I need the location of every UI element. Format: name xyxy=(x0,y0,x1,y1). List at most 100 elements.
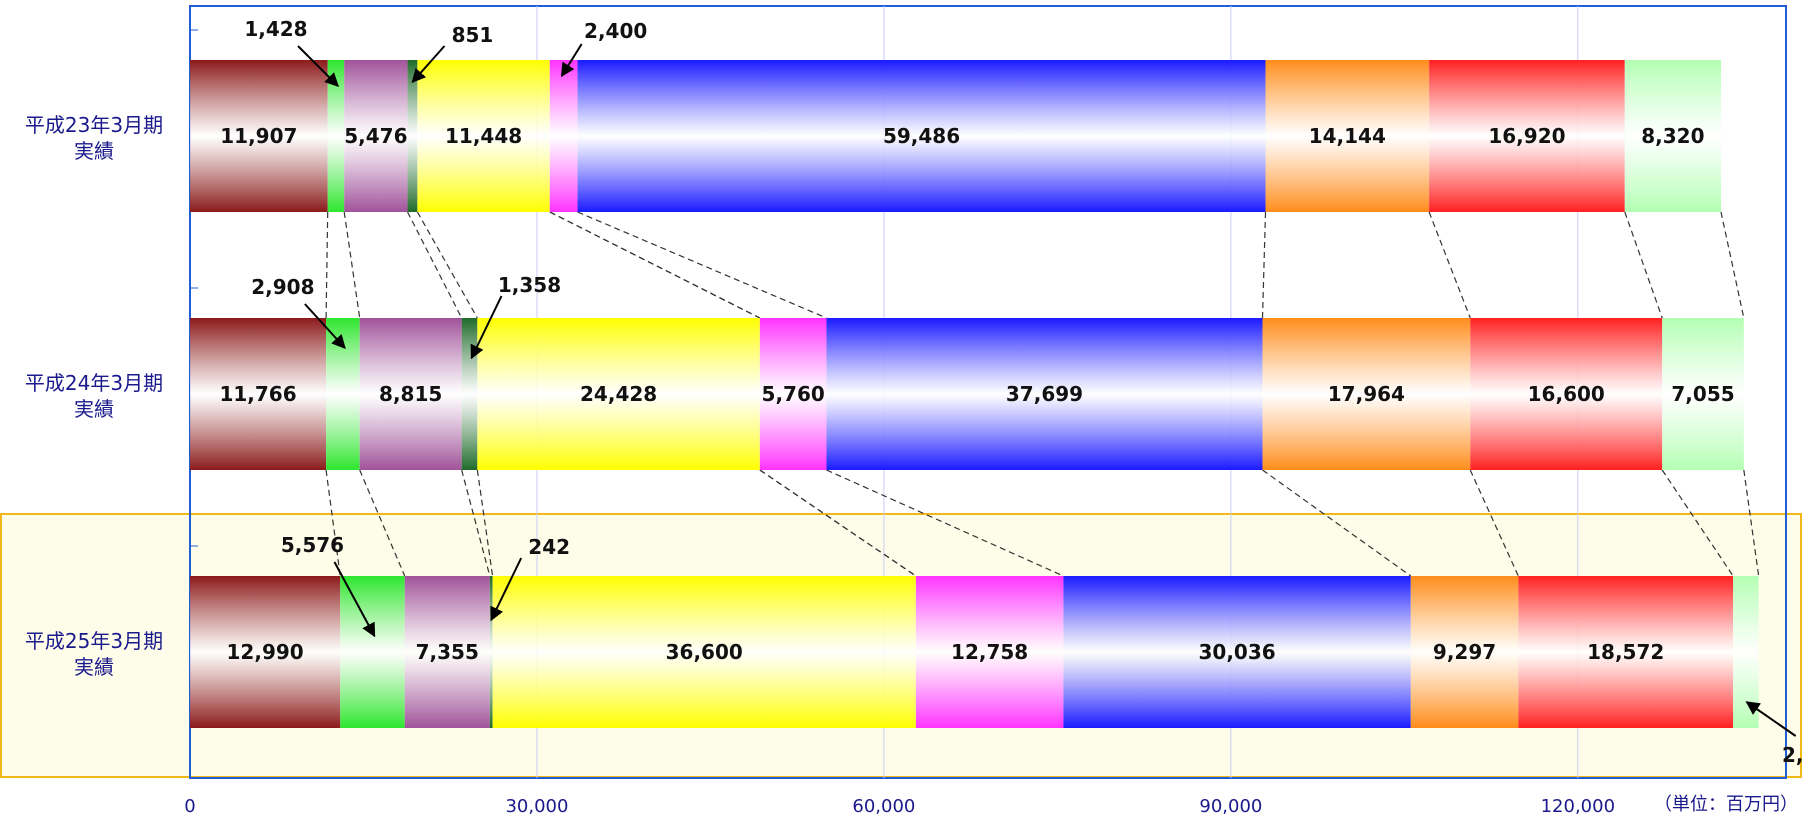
data-label: 16,600 xyxy=(1528,382,1605,406)
bar-segment xyxy=(417,60,550,212)
data-label: 24,428 xyxy=(580,382,657,406)
data-label: 5,476 xyxy=(344,124,407,148)
bar-segment xyxy=(549,60,578,212)
callout-arrow xyxy=(333,561,376,638)
connector-line xyxy=(325,211,329,319)
data-label: 11,448 xyxy=(445,124,522,148)
connector-line xyxy=(407,211,463,319)
bar-segment xyxy=(1470,318,1663,470)
data-label: 36,600 xyxy=(666,640,743,664)
bar-segment xyxy=(1429,60,1625,212)
data-label: 9,297 xyxy=(1433,640,1496,664)
callout-arrow xyxy=(411,45,446,84)
connector-line xyxy=(759,469,917,577)
connector-line xyxy=(343,211,361,319)
data-label: 242 xyxy=(528,535,570,559)
connector-line xyxy=(1262,469,1412,577)
category-label: 平成23年3月期 xyxy=(25,113,163,137)
data-label: 2,400 xyxy=(584,19,647,43)
data-label: 7,355 xyxy=(416,640,479,664)
bar-segment xyxy=(1733,576,1759,728)
connector-line xyxy=(1720,211,1745,319)
callout-arrow xyxy=(560,43,583,78)
callout-arrow xyxy=(470,295,503,360)
bar-segment xyxy=(190,576,341,728)
data-label: 851 xyxy=(452,23,494,47)
data-label: 59,486 xyxy=(883,124,960,148)
bar-segment xyxy=(477,318,760,470)
callout-arrow xyxy=(297,45,339,87)
x-tick-label: 0 xyxy=(184,796,195,817)
data-label: 12,758 xyxy=(951,640,1028,664)
data-label: 16,920 xyxy=(1488,124,1565,148)
bar-segment xyxy=(1662,318,1744,470)
bar-segment xyxy=(190,60,328,212)
unit-label: （単位：百万円） xyxy=(1654,794,1798,815)
data-label: 7,055 xyxy=(1671,382,1734,406)
connector-line xyxy=(1624,211,1663,319)
data-label: 37,699 xyxy=(1006,382,1083,406)
x-tick-label: 90,000 xyxy=(1199,796,1262,817)
bar-segment xyxy=(340,576,405,728)
bar-segment xyxy=(1262,318,1471,470)
data-label: 17,964 xyxy=(1328,382,1405,406)
bar-segment xyxy=(190,318,327,470)
bar-segment xyxy=(407,60,418,212)
bar-segment xyxy=(489,576,493,728)
category-label: 平成24年3月期 xyxy=(25,371,163,395)
data-label: 18,572 xyxy=(1587,640,1664,664)
category-label: 実績 xyxy=(74,397,114,421)
bar-segment xyxy=(915,576,1064,728)
category-label: 平成25年3月期 xyxy=(25,629,163,653)
data-label: 8,815 xyxy=(379,382,442,406)
bar-segment xyxy=(326,318,360,470)
data-label: 2,210 xyxy=(1782,743,1802,767)
connector-line xyxy=(549,211,761,319)
category-label: 実績 xyxy=(74,655,114,679)
connector-line xyxy=(1261,211,1267,319)
bar-segment xyxy=(1518,576,1734,728)
bar-segment xyxy=(327,60,345,212)
data-label: 11,907 xyxy=(220,124,297,148)
connector-line xyxy=(359,469,406,577)
bar-segment xyxy=(404,576,490,728)
connector-line xyxy=(461,469,491,577)
callout-arrow xyxy=(304,303,346,350)
connector-line xyxy=(1428,211,1471,319)
data-label: 5,760 xyxy=(762,382,825,406)
data-label: 8,320 xyxy=(1641,124,1704,148)
callout-arrow xyxy=(490,557,523,622)
connector-line xyxy=(826,469,1064,577)
data-label: 30,036 xyxy=(1199,640,1276,664)
bar-segment xyxy=(359,318,462,470)
bar-segment xyxy=(1265,60,1430,212)
bar-segment xyxy=(461,318,478,470)
x-tick-label: 120,000 xyxy=(1541,796,1615,817)
bar-segment xyxy=(577,60,1266,212)
data-label: 14,144 xyxy=(1309,124,1386,148)
bar-segment xyxy=(1063,576,1411,728)
bar-segment xyxy=(492,576,916,728)
bar-segment xyxy=(759,318,827,470)
data-label: 12,990 xyxy=(227,640,304,664)
connector-line xyxy=(416,211,478,319)
x-tick-label: 60,000 xyxy=(852,796,915,817)
callout-arrow xyxy=(1745,701,1797,737)
connector-line xyxy=(577,211,827,319)
data-label: 11,766 xyxy=(219,382,296,406)
x-tick-label: 30,000 xyxy=(505,796,568,817)
data-label: 5,576 xyxy=(281,533,344,557)
connector-line xyxy=(1743,469,1760,577)
data-label: 2,908 xyxy=(251,275,314,299)
bar-segment xyxy=(826,318,1263,470)
bar-segment xyxy=(344,60,408,212)
connector-line xyxy=(325,469,341,577)
data-label: 1,428 xyxy=(244,17,307,41)
connector-line xyxy=(476,469,494,577)
connector-line xyxy=(1661,469,1734,577)
bar-segment xyxy=(1410,576,1519,728)
category-label: 実績 xyxy=(74,139,114,163)
bar-segment xyxy=(1624,60,1722,212)
